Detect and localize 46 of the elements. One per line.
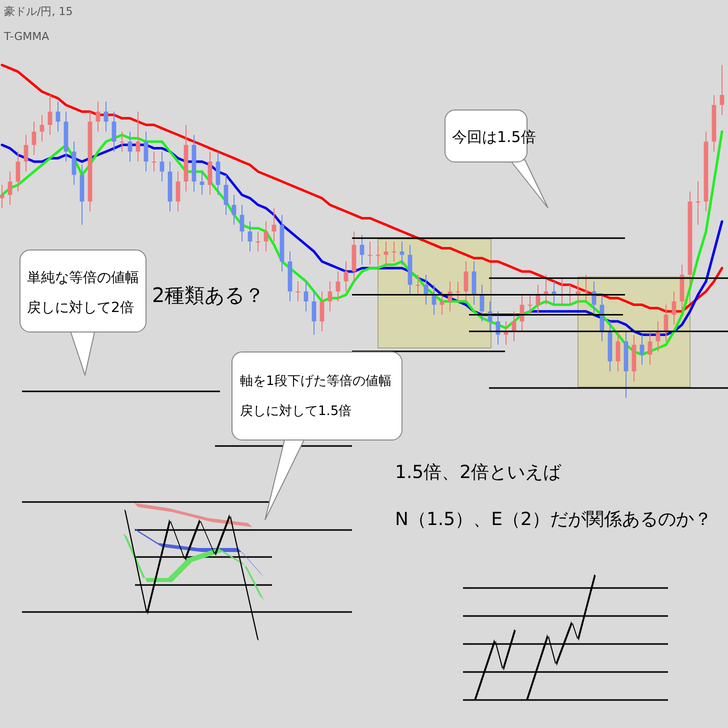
candlestick xyxy=(144,131,148,172)
annotation: 今回は1.5倍 xyxy=(452,128,536,146)
candlestick xyxy=(672,290,676,326)
candlestick xyxy=(344,260,348,292)
candlestick xyxy=(616,330,620,372)
candlestick xyxy=(312,290,316,336)
candlestick xyxy=(440,290,444,316)
candlestick xyxy=(720,64,724,116)
candlestick xyxy=(240,204,244,242)
candlestick xyxy=(304,280,308,312)
candlestick xyxy=(640,334,644,366)
candlestick xyxy=(96,101,100,132)
annotation: 単純な等倍の値幅戻しに対して2倍 xyxy=(27,270,139,316)
candlestick xyxy=(208,151,212,196)
candlestick xyxy=(112,111,116,152)
chart-title: 豪ドル/円, 15 xyxy=(4,5,73,18)
annotation: 軸を1段下げた等倍の値幅戻しに対して1.5倍 xyxy=(240,374,392,419)
candlestick xyxy=(248,221,252,252)
candlestick xyxy=(264,221,268,252)
candlestick xyxy=(320,290,324,332)
candlestick xyxy=(128,131,132,162)
candlestick xyxy=(8,171,12,206)
text: N（1.5）、E（2）だが関係あるのか？ xyxy=(395,509,712,530)
candlestick xyxy=(360,234,364,266)
candlestick xyxy=(216,151,220,196)
candlestick xyxy=(200,171,204,196)
candlestick xyxy=(384,240,388,266)
chart-subtitle: T-GMMA xyxy=(3,30,50,43)
candlestick xyxy=(24,134,28,172)
candlestick xyxy=(400,240,404,266)
candlestick xyxy=(336,270,340,302)
candlestick xyxy=(104,101,108,132)
candlestick xyxy=(176,171,180,212)
candlestick xyxy=(72,141,76,186)
annotation: 2種類ある？ xyxy=(152,283,265,307)
candlestick xyxy=(224,174,228,216)
candlestick xyxy=(32,121,36,156)
candlestick xyxy=(232,194,236,226)
candlestick xyxy=(136,111,140,162)
candlestick xyxy=(464,260,468,302)
candlestick xyxy=(160,151,164,182)
candlestick xyxy=(56,101,60,132)
text: 1.5倍、2倍といえば xyxy=(395,462,562,483)
candlestick xyxy=(16,151,20,192)
candlestick xyxy=(328,280,332,312)
candlestick xyxy=(48,94,52,136)
